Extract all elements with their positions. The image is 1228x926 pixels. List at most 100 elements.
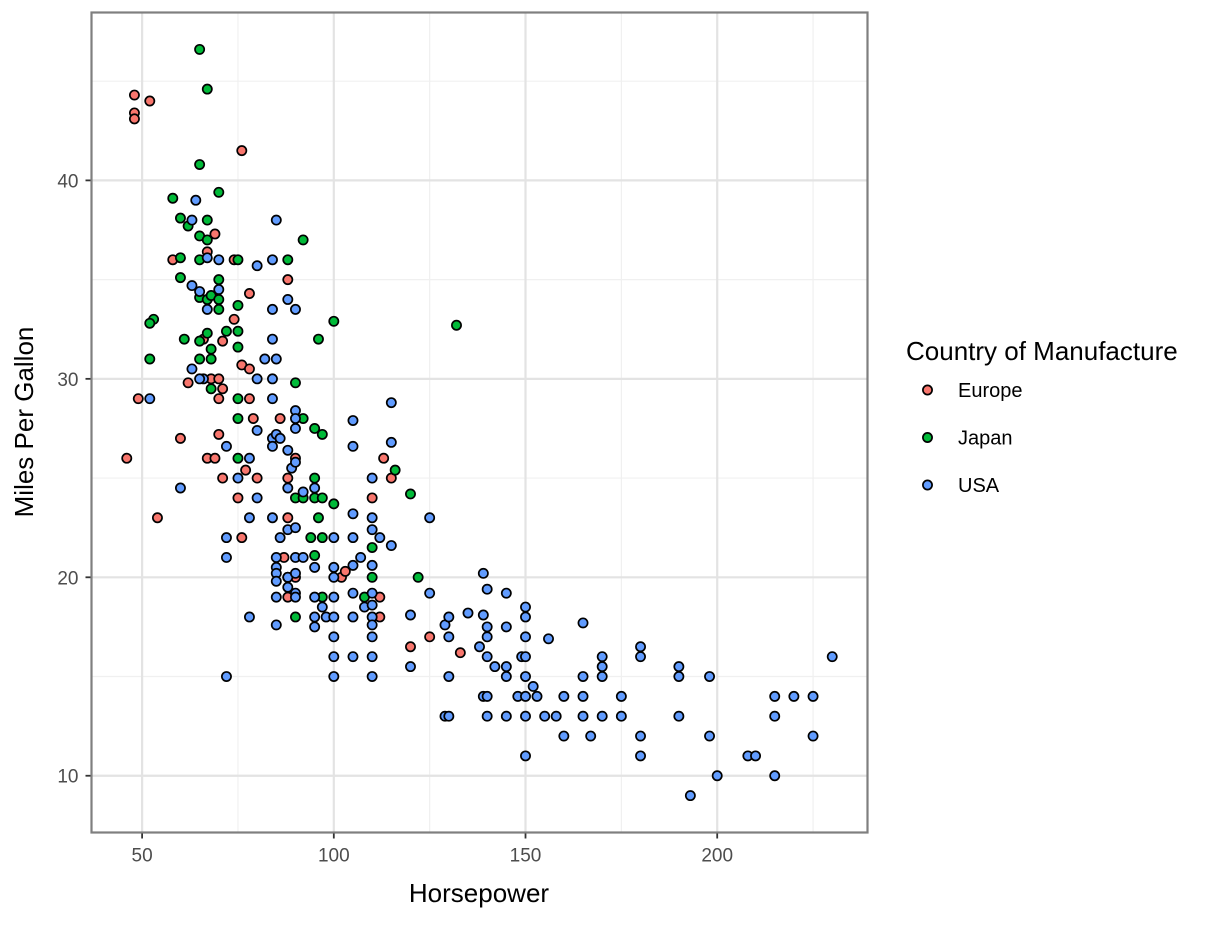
point-japan: [309, 423, 321, 434]
point-usa: [704, 671, 715, 682]
point-europe: [366, 492, 378, 504]
point-usa: [481, 631, 493, 643]
point-usa: [221, 440, 232, 452]
point-usa: [366, 559, 378, 571]
point-usa: [347, 508, 359, 520]
point-usa: [635, 730, 646, 742]
point-europe: [182, 377, 194, 389]
point-usa: [174, 482, 186, 494]
panel-border: [90, 11, 869, 834]
point-usa: [282, 581, 294, 593]
point-japan: [282, 254, 294, 266]
point-europe: [236, 532, 248, 544]
point-japan: [313, 333, 324, 345]
point-usa: [596, 651, 608, 663]
point-usa: [290, 591, 301, 603]
point-japan: [213, 294, 225, 305]
point-usa: [366, 524, 378, 536]
point-europe: [282, 512, 294, 524]
point-japan: [232, 325, 244, 337]
point-usa: [347, 559, 359, 571]
point-usa: [267, 333, 278, 345]
point-usa: [366, 671, 378, 682]
point-usa: [267, 254, 278, 266]
point-usa: [290, 303, 301, 315]
y-tick-label: 40: [57, 171, 78, 192]
point-europe: [378, 452, 390, 464]
point-usa: [290, 413, 301, 424]
point-japan: [309, 472, 321, 484]
point-usa: [443, 710, 455, 722]
point-usa: [596, 710, 608, 722]
x-tick-label: 150: [510, 846, 542, 867]
legend-label-usa: USA: [958, 475, 1000, 497]
point-usa: [328, 532, 340, 544]
point-usa: [489, 661, 501, 673]
point-usa: [251, 260, 263, 272]
point-usa: [347, 611, 359, 623]
point-usa: [615, 710, 627, 722]
point-usa: [481, 690, 493, 702]
point-japan: [290, 611, 301, 623]
point-usa: [577, 617, 589, 629]
point-usa: [500, 661, 512, 673]
point-usa: [244, 611, 255, 623]
legend-label-europe: Europe: [958, 380, 1023, 402]
point-usa: [443, 631, 455, 643]
point-usa: [520, 601, 531, 613]
point-europe: [217, 472, 229, 484]
point-japan: [205, 383, 217, 395]
point-europe: [128, 113, 140, 125]
point-japan: [412, 571, 424, 583]
point-usa: [213, 254, 225, 266]
point-usa: [251, 373, 263, 385]
point-usa: [309, 621, 321, 633]
point-usa: [282, 294, 294, 305]
point-usa: [615, 690, 627, 702]
y-tick-label: 20: [57, 568, 78, 589]
point-japan: [316, 532, 328, 544]
point-usa: [355, 551, 367, 563]
point-usa: [539, 710, 551, 722]
legend: Country of Manufacture Europe Japan USA: [906, 336, 1178, 497]
legend-items: Europe Japan USA: [922, 380, 1023, 497]
point-usa: [520, 631, 531, 643]
y-axis-ticks: 10 20 30 40: [57, 171, 91, 788]
point-usa: [347, 587, 359, 599]
point-japan: [316, 428, 328, 440]
point-usa: [274, 432, 286, 444]
point-europe: [213, 428, 225, 440]
point-japan: [194, 335, 206, 347]
point-japan: [232, 452, 244, 464]
point-usa: [328, 671, 340, 682]
point-usa: [477, 609, 489, 621]
x-tick-label: 200: [701, 846, 733, 867]
point-japan: [201, 214, 213, 226]
point-usa: [477, 567, 489, 579]
point-usa: [635, 651, 646, 663]
point-japan: [205, 353, 217, 365]
point-usa: [267, 440, 278, 452]
point-usa: [405, 609, 416, 621]
point-japan: [178, 333, 190, 345]
point-usa: [274, 532, 286, 544]
point-usa: [585, 730, 597, 742]
point-japan: [232, 393, 244, 405]
point-usa: [673, 710, 685, 722]
point-japan: [144, 317, 156, 329]
point-japan: [232, 341, 244, 353]
point-usa: [328, 611, 340, 623]
point-japan: [213, 303, 225, 315]
point-usa: [232, 472, 244, 484]
point-usa: [244, 512, 255, 524]
point-japan: [174, 252, 186, 264]
point-europe: [209, 228, 221, 240]
point-usa: [443, 611, 455, 623]
point-usa: [366, 472, 378, 484]
point-usa: [385, 436, 397, 448]
point-japan: [201, 327, 213, 339]
point-usa: [750, 750, 761, 762]
point-usa: [577, 710, 589, 722]
point-japan: [205, 343, 217, 355]
